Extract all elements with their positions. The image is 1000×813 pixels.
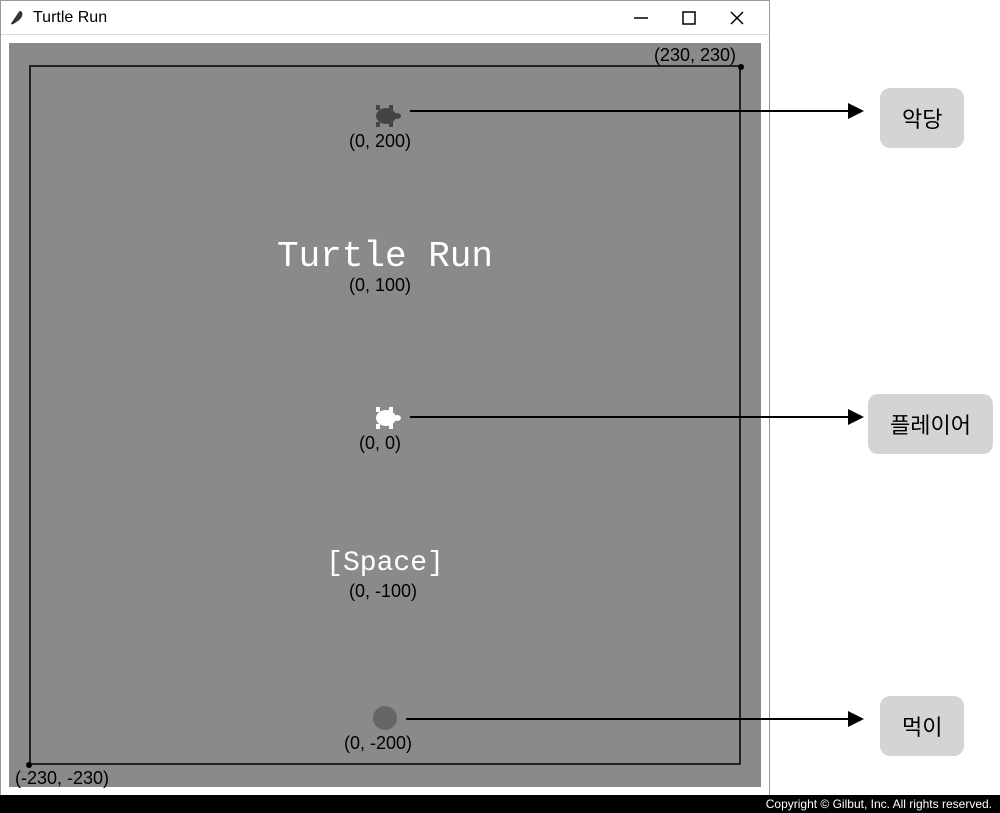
player-turtle [371, 403, 401, 433]
arrow-villain [410, 110, 850, 112]
arrow-food [406, 718, 850, 720]
coord-player: (0, 0) [359, 433, 401, 454]
copyright-text: Copyright © Gilbut, Inc. All rights rese… [0, 795, 1000, 813]
game-title-text: Turtle Run [277, 236, 493, 277]
coord-villain: (0, 200) [349, 131, 411, 152]
label-villain: 악당 [880, 88, 964, 148]
corner-dot-tr [738, 64, 744, 70]
turtle-canvas: (230, 230) (-230, -230) (0, 200) Turtle … [9, 43, 761, 787]
game-subtitle-text: [Space] [326, 548, 444, 579]
minimize-button[interactable] [617, 2, 665, 34]
app-window: Turtle Run (230, 230) (-230, -230) [0, 0, 770, 797]
coord-topright: (230, 230) [654, 45, 736, 66]
canvas-container: (230, 230) (-230, -230) (0, 200) Turtle … [1, 35, 769, 795]
food-dot [373, 706, 397, 730]
arrowhead-player [848, 409, 864, 425]
maximize-button[interactable] [665, 2, 713, 34]
window-title: Turtle Run [33, 9, 617, 27]
coord-food: (0, -200) [344, 733, 412, 754]
label-food: 먹이 [880, 696, 964, 756]
feather-icon [9, 10, 25, 26]
villain-turtle [371, 101, 401, 131]
arrow-player [410, 416, 850, 418]
coord-bottomleft: (-230, -230) [15, 768, 109, 789]
coord-title: (0, 100) [349, 275, 411, 296]
label-player: 플레이어 [868, 394, 993, 454]
window-controls [617, 2, 761, 34]
arrowhead-food [848, 711, 864, 727]
close-button[interactable] [713, 2, 761, 34]
titlebar: Turtle Run [1, 1, 769, 35]
arrowhead-villain [848, 103, 864, 119]
coord-subtitle: (0, -100) [349, 581, 417, 602]
